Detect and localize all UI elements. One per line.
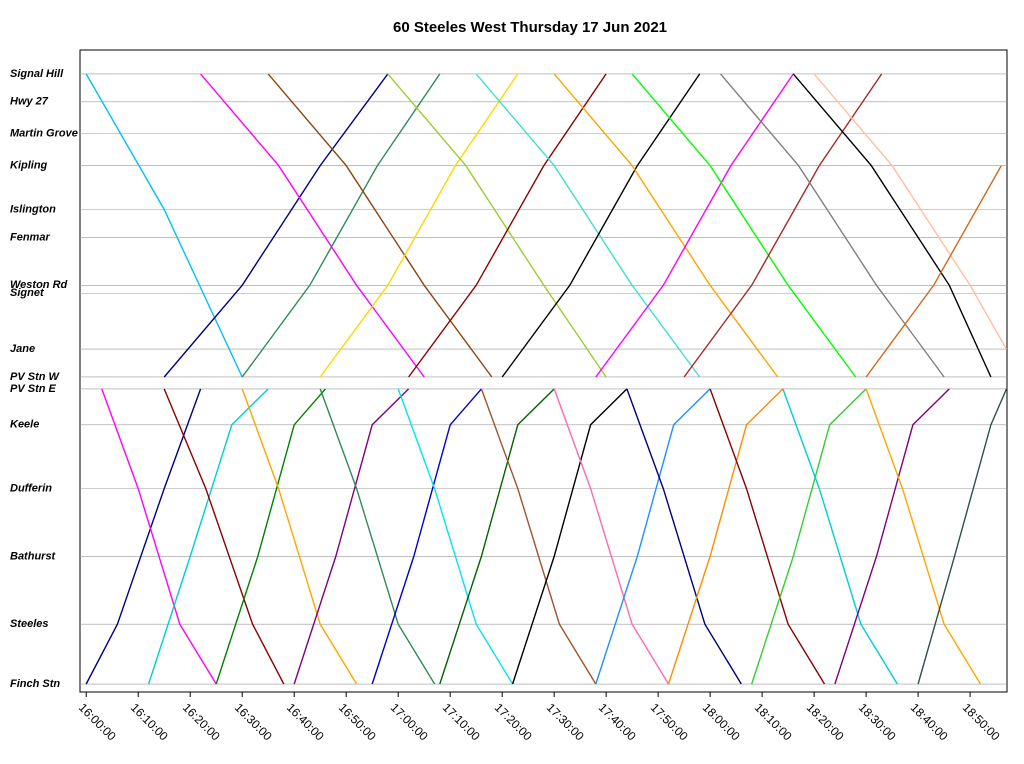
trip-line bbox=[241, 73, 441, 378]
trip-line bbox=[215, 388, 326, 685]
trip-line bbox=[319, 73, 519, 378]
trip-line bbox=[147, 388, 269, 685]
trip-line bbox=[163, 388, 285, 685]
y-tick-label: Weston Rd bbox=[10, 279, 68, 291]
trip-line bbox=[85, 73, 243, 378]
y-tick-label: Islington bbox=[10, 203, 56, 215]
y-tick-label: Martin Grove bbox=[10, 128, 78, 140]
y-tick-label: Fenmar bbox=[10, 231, 50, 243]
trip-line bbox=[319, 388, 436, 685]
x-tick-label: 17:40:00 bbox=[596, 700, 639, 743]
trip-line bbox=[387, 73, 607, 378]
trip-line bbox=[865, 165, 1002, 378]
trip-line bbox=[408, 73, 607, 378]
trip-line bbox=[813, 73, 1008, 350]
trip-line bbox=[595, 73, 794, 378]
trip-line bbox=[85, 388, 202, 685]
trip-line bbox=[553, 73, 779, 378]
y-tick-label: Hwy 27 bbox=[10, 96, 49, 108]
y-tick-label: PV Stn W bbox=[10, 371, 61, 383]
x-tick-label: 17:00:00 bbox=[388, 700, 431, 743]
trip-line bbox=[200, 73, 425, 378]
trip-line bbox=[293, 388, 410, 685]
plot-border bbox=[79, 49, 1008, 693]
x-tick-label: 16:00:00 bbox=[76, 700, 119, 743]
chart-title: 60 Steeles West Thursday 17 Jun 2021 bbox=[393, 19, 667, 36]
x-tick-label: 18:50:00 bbox=[960, 700, 1003, 743]
x-tick-label: 17:20:00 bbox=[492, 700, 535, 743]
trip-line bbox=[719, 73, 945, 378]
trip-line bbox=[163, 73, 389, 378]
y-tick-label: Bathurst bbox=[10, 550, 57, 562]
x-tick-label: 18:20:00 bbox=[804, 700, 847, 743]
trip-line bbox=[631, 73, 857, 378]
x-tick-label: 18:40:00 bbox=[908, 700, 951, 743]
y-tick-label: Signet bbox=[10, 287, 45, 299]
x-tick-label: 18:00:00 bbox=[700, 700, 743, 743]
trip-line bbox=[667, 388, 784, 685]
y-tick-label: Jane bbox=[10, 343, 35, 355]
trip-line bbox=[917, 388, 1008, 685]
y-tick-label: PV Stn E bbox=[10, 383, 57, 395]
y-tick-label: Kipling bbox=[10, 160, 48, 172]
x-tick-label: 16:40:00 bbox=[284, 700, 327, 743]
trip-line bbox=[480, 388, 597, 685]
trip-line bbox=[475, 73, 701, 378]
x-tick-label: 17:10:00 bbox=[440, 700, 483, 743]
trip-line bbox=[792, 73, 992, 378]
trip-line bbox=[439, 388, 555, 685]
trip-line bbox=[267, 73, 493, 378]
trip-line bbox=[501, 73, 701, 378]
x-tick-label: 16:20:00 bbox=[180, 700, 223, 743]
trip-line bbox=[709, 388, 826, 685]
x-tick-label: 16:50:00 bbox=[336, 700, 379, 743]
x-tick-label: 17:30:00 bbox=[544, 700, 587, 743]
x-tick-label: 17:50:00 bbox=[648, 700, 691, 743]
trip-line bbox=[834, 388, 950, 685]
x-tick-label: 18:10:00 bbox=[752, 700, 795, 743]
trip-line bbox=[595, 388, 711, 685]
trip-line bbox=[683, 73, 883, 378]
x-tick-label: 16:30:00 bbox=[232, 700, 275, 743]
trip-line bbox=[553, 388, 670, 685]
trip-line bbox=[865, 388, 982, 685]
x-tick-label: 16:10:00 bbox=[128, 700, 171, 743]
trip-line bbox=[241, 388, 358, 685]
trip-line bbox=[397, 388, 514, 685]
y-tick-label: Dufferin bbox=[10, 483, 52, 495]
trip-line bbox=[782, 388, 898, 685]
y-tick-label: Finch Stn bbox=[10, 678, 60, 690]
trip-line bbox=[751, 388, 867, 685]
y-tick-label: Signal Hill bbox=[10, 68, 64, 80]
y-tick-label: Steeles bbox=[10, 618, 49, 630]
trip-line bbox=[101, 388, 217, 685]
x-tick-label: 18:30:00 bbox=[856, 700, 899, 743]
trip-line bbox=[511, 388, 628, 685]
trip-line bbox=[371, 388, 482, 685]
y-tick-label: Keele bbox=[10, 419, 39, 431]
trip-line bbox=[626, 388, 742, 685]
